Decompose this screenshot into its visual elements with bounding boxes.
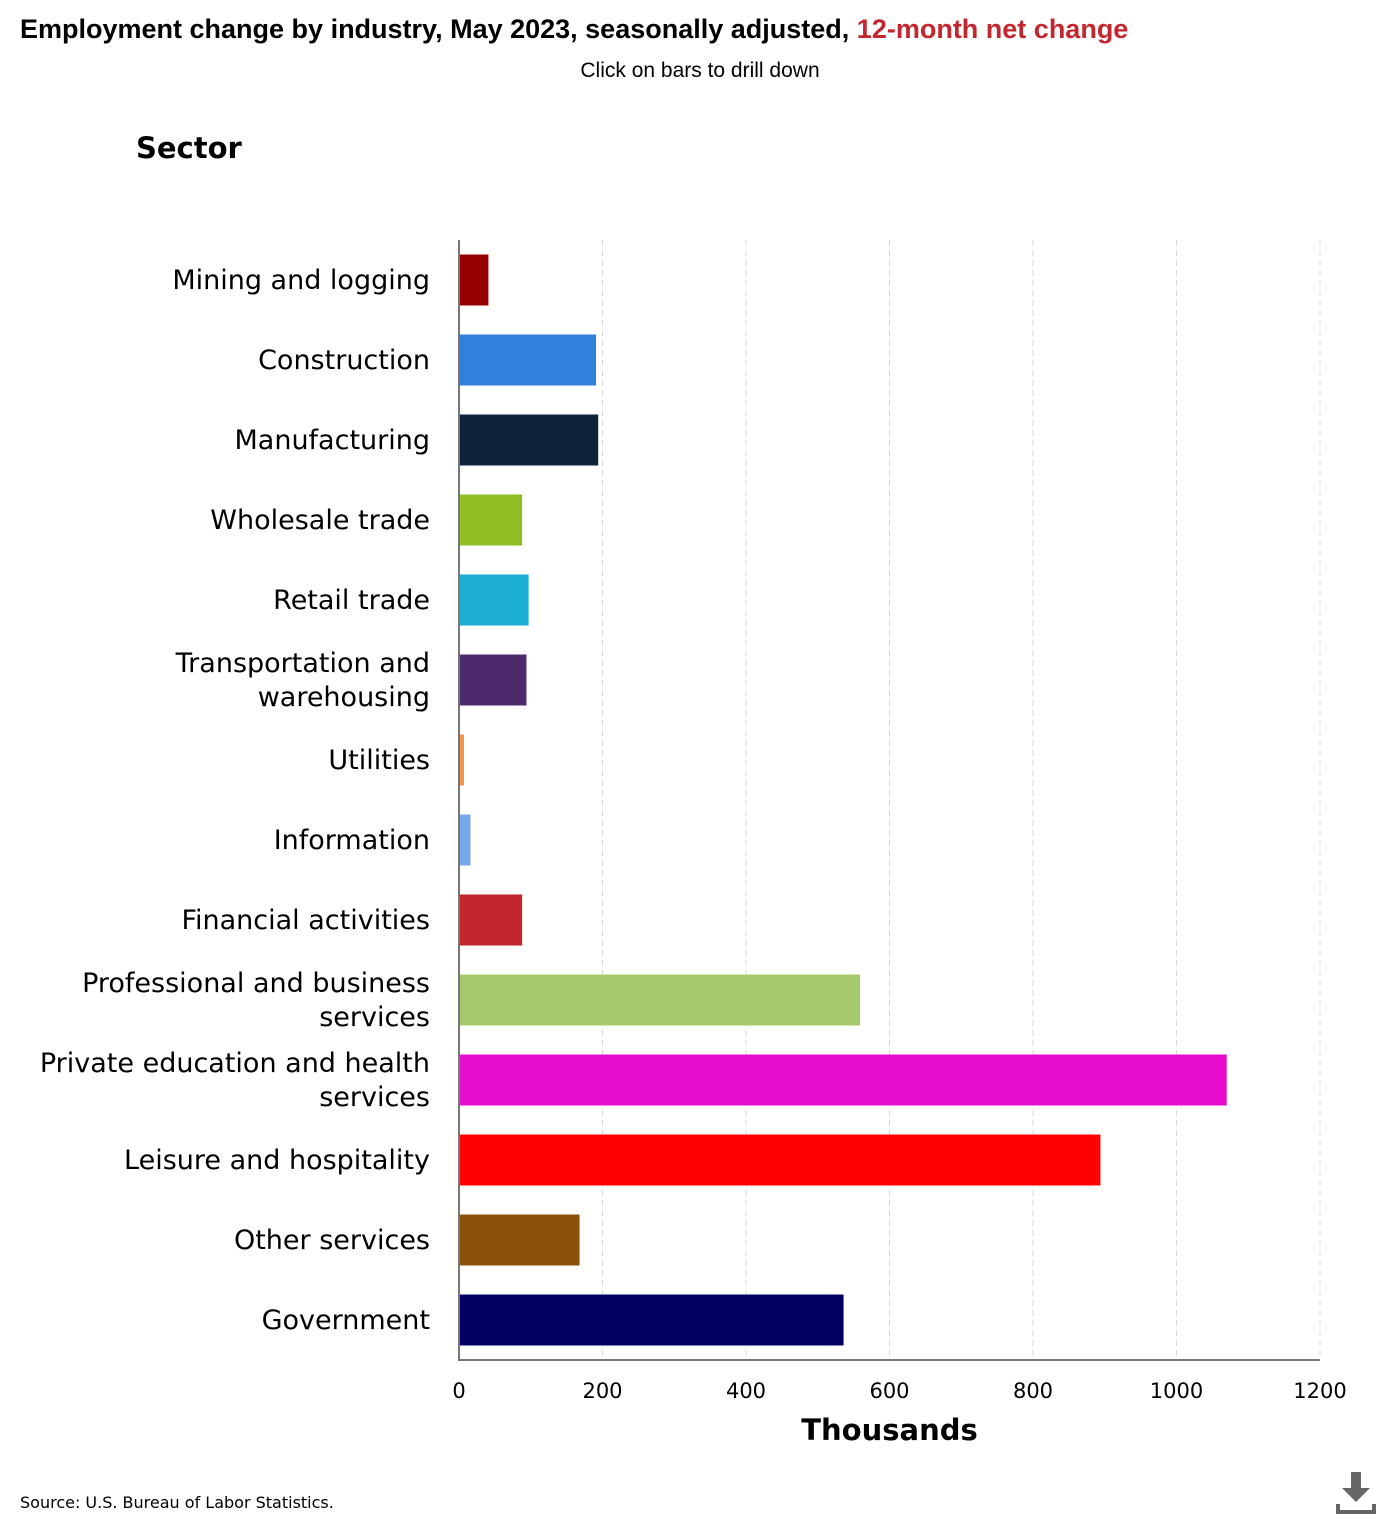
category-label: Private education and health: [40, 1048, 430, 1079]
y-axis-title: Sector: [136, 131, 242, 165]
category-label: Financial activities: [181, 905, 430, 936]
category-label: Mining and logging: [172, 265, 430, 296]
bar[interactable]: [459, 414, 599, 466]
x-tick-label: 800: [1013, 1379, 1053, 1403]
chart-subtitle: Click on bars to drill down: [580, 59, 820, 82]
category-label: Utilities: [328, 745, 430, 776]
category-label: Construction: [258, 345, 430, 376]
x-tick-label: 1000: [1150, 1379, 1203, 1403]
category-label: Wholesale trade: [210, 505, 430, 536]
source-note: Source: U.S. Bureau of Labor Statistics.: [20, 1493, 334, 1512]
category-label: Government: [262, 1305, 430, 1336]
bar[interactable]: [459, 734, 465, 786]
bar[interactable]: [459, 814, 471, 866]
chart-title: Employment change by industry, May 2023,…: [20, 14, 1128, 45]
bar-chart: 0 200 400 600 800 1000 1200 Mining and logging C…: [40, 240, 1347, 1447]
category-label: services: [319, 1082, 430, 1113]
bar[interactable]: [459, 574, 529, 626]
bar[interactable]: [459, 894, 523, 946]
category-label: Retail trade: [273, 585, 430, 616]
bar[interactable]: [459, 654, 527, 706]
category-label: warehousing: [258, 682, 430, 713]
bar[interactable]: [459, 494, 523, 546]
category-label: services: [319, 1002, 430, 1033]
chart-title-highlight: 12-month net change: [856, 14, 1129, 44]
x-tick-label: 0: [452, 1379, 465, 1403]
bar[interactable]: [459, 1054, 1227, 1106]
bar[interactable]: [459, 1214, 580, 1266]
x-axis-title: Thousands: [801, 1413, 978, 1447]
category-label: Manufacturing: [234, 425, 430, 456]
chart-title-main: Employment change by industry, May 2023,…: [20, 14, 850, 44]
bar[interactable]: [459, 334, 597, 386]
category-label: Information: [274, 825, 430, 856]
x-tick-label: 600: [869, 1379, 909, 1403]
bar[interactable]: [459, 1294, 844, 1346]
category-label: Other services: [234, 1225, 430, 1256]
x-tick-label: 200: [582, 1379, 622, 1403]
x-tick-label: 1200: [1293, 1379, 1346, 1403]
bar[interactable]: [459, 974, 861, 1026]
download-icon[interactable]: [1332, 1470, 1380, 1516]
x-tick-label: 400: [726, 1379, 766, 1403]
category-label: Leisure and hospitality: [124, 1145, 430, 1176]
category-label: Transportation and: [175, 648, 430, 679]
bar[interactable]: [459, 254, 489, 306]
bar[interactable]: [459, 1134, 1101, 1186]
category-label: Professional and business: [82, 968, 430, 999]
